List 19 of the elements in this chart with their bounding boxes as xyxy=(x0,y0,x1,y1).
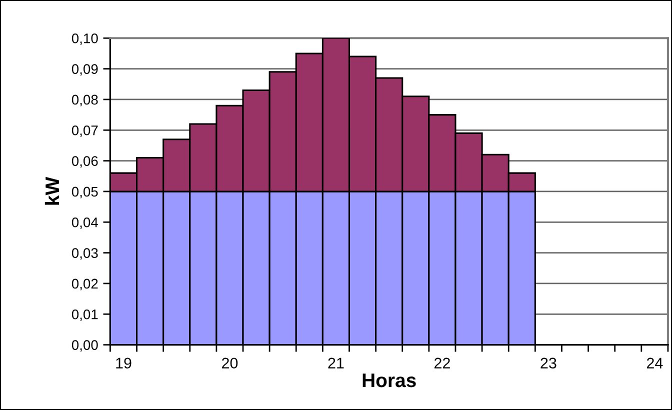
y-tick-label: 0,03 xyxy=(72,248,98,260)
x-tick-label: 24 xyxy=(646,358,663,368)
y-tick-label: 0,07 xyxy=(72,125,98,137)
x-tick-label: 23 xyxy=(540,358,556,369)
y-tick-label: 0,08 xyxy=(72,94,98,106)
x-tick-label: 21 xyxy=(328,358,344,368)
x-tick-label: 20 xyxy=(222,358,238,369)
y-tick-label: 0,00 xyxy=(72,340,98,352)
y-tick-label: 0,09 xyxy=(72,64,98,76)
y-axis-title: kW xyxy=(44,176,60,205)
y-tick-label: 0,01 xyxy=(72,309,98,321)
y-tick-label: 0,10 xyxy=(72,33,98,45)
y-tick-label: 0,02 xyxy=(72,278,98,290)
x-axis-title: Horas xyxy=(362,374,416,388)
x-tick-label: 22 xyxy=(434,358,450,368)
y-tick-label: 0,04 xyxy=(72,217,98,229)
y-tick-label: 0,05 xyxy=(72,186,98,198)
x-tick-label: 19 xyxy=(116,358,132,369)
y-tick-label: 0,06 xyxy=(72,156,98,168)
